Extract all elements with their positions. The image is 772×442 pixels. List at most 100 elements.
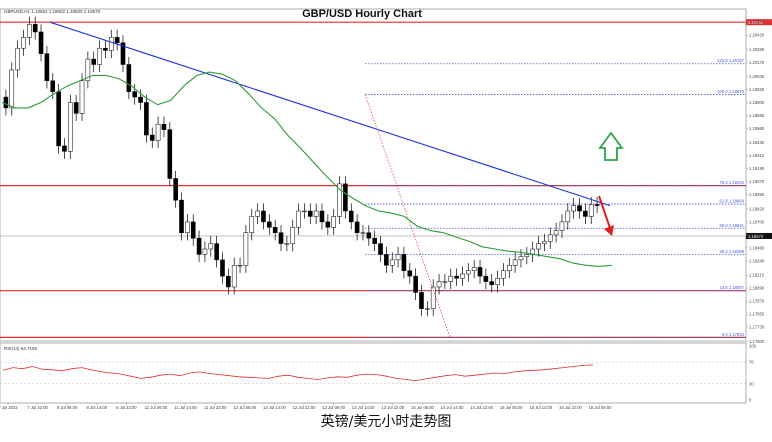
y-tick-label: 1.18340 — [749, 258, 765, 263]
candle-body — [161, 123, 167, 130]
axis-layer: 1.20540 1.20420 1.20290 1.20170 1.20040 1.199… — [0, 20, 765, 410]
candle-body — [524, 254, 530, 257]
candle-body — [313, 210, 319, 217]
candle-body — [413, 275, 418, 293]
x-tick-label: 11 Jul 14:00 — [174, 405, 197, 410]
rsi-tick-label: 30 — [749, 381, 754, 386]
x-tick-label: 15 Jul 22:00 — [559, 405, 582, 410]
candle-body — [436, 281, 442, 288]
candle-body — [372, 237, 377, 244]
candle-body — [255, 210, 260, 217]
candle-body — [512, 259, 518, 266]
candle-body — [126, 64, 132, 92]
candle-body — [272, 227, 278, 233]
candle-body — [44, 53, 50, 82]
footer-caption: 英镑/美元小时走势图 — [320, 414, 452, 430]
candle-body — [278, 232, 284, 244]
candle-body — [79, 80, 85, 114]
rsi-title: RSI(14) 64.7155 — [4, 346, 38, 351]
candle-body — [425, 308, 430, 310]
y-tick-label: 1.18090 — [749, 286, 765, 291]
candle-body — [354, 221, 360, 233]
annotation-layer — [598, 131, 624, 236]
candle-body — [85, 58, 91, 82]
candle-body — [489, 281, 495, 286]
current-price-box — [746, 232, 772, 239]
candle-body — [366, 232, 372, 239]
x-tick-label: 13 Jul 06:00 — [322, 405, 345, 410]
candle-body — [536, 243, 541, 250]
fib-level-label: 50.0 1.18641 — [720, 223, 745, 228]
candle-body — [360, 232, 366, 234]
x-tick-label: 12 Jul 22:00 — [293, 405, 316, 410]
candle-body — [167, 129, 173, 179]
candle-body — [103, 47, 108, 51]
rsi-tick-label: 70 — [749, 360, 754, 365]
x-tick-label: 13 Jul 22:00 — [381, 405, 404, 410]
candle-body — [401, 254, 407, 271]
x-tick-label: 12 Jul 06:00 — [233, 405, 256, 410]
x-tick-label: 13 Jul 14:00 — [352, 405, 375, 410]
candle-body — [348, 210, 354, 223]
y-tick-label: 1.20040 — [749, 74, 765, 79]
up-arrow — [598, 131, 624, 161]
x-tick-label: 15 Jul 06:00 — [500, 405, 523, 410]
y-tick-label: 1.19920 — [749, 87, 765, 92]
candle-body — [337, 183, 342, 217]
down-arrow-shaft — [598, 195, 611, 229]
fib-level-label: 61.8 1.18864 — [720, 199, 745, 204]
candle-body — [290, 227, 296, 244]
line-layer — [1, 21, 613, 338]
candle-body — [108, 37, 114, 51]
candle-body — [460, 273, 465, 279]
candle-body — [296, 210, 301, 228]
x-tick-label: 11 Jul 22:00 — [204, 405, 227, 410]
y-tick-label: 1.19800 — [749, 100, 765, 105]
candle-body — [384, 254, 389, 266]
candle-body — [571, 205, 576, 212]
fib-level-label: 123.6 1.20157 — [717, 58, 744, 63]
y-tick-label: 1.19070 — [749, 179, 765, 184]
x-tick-label: 8 Jul 22:00 — [116, 405, 137, 410]
candle-body — [38, 31, 44, 54]
candle-body — [237, 265, 243, 267]
candle-body — [542, 241, 547, 244]
y-tick-label: 1.18210 — [749, 273, 765, 278]
candle-layer — [3, 16, 600, 317]
candle-body — [179, 199, 184, 233]
rsi-tick-label: 0 — [749, 398, 752, 403]
fib-level-label: 0.0 1.17634 — [722, 332, 745, 337]
y-tick-label: 1.18700 — [749, 219, 765, 224]
y-tick-label: 1.19190 — [749, 166, 765, 171]
y-tick-label: 1.17850 — [749, 312, 765, 317]
x-tick-label: 18 Jul 06:00 — [589, 405, 612, 410]
candle-body — [454, 275, 459, 279]
x-tick-label: 8 Jul 06:00 — [57, 405, 78, 410]
x-tick-label: 12 Jul 14:00 — [263, 405, 286, 410]
bearish-trend-line — [49, 21, 611, 207]
sma-line — [1, 71, 613, 267]
x-tick-label: 7 Jul 22:00 — [27, 405, 48, 410]
candle-body — [21, 37, 26, 49]
candle-body — [114, 37, 120, 44]
y-tick-label: 1.17600 — [749, 339, 765, 344]
candle-body — [149, 134, 155, 141]
candle-body — [9, 69, 15, 109]
y-tick-label: 1.20290 — [749, 47, 765, 52]
candle-body — [243, 232, 249, 266]
candle-body — [267, 221, 272, 228]
candle-body — [448, 275, 454, 282]
candle-body — [302, 210, 307, 213]
candle-body — [583, 210, 588, 217]
y-tick-label: 1.17730 — [749, 325, 765, 330]
candle-body — [395, 254, 401, 261]
candle-body — [588, 204, 594, 217]
candle-body — [553, 230, 559, 236]
candle-body — [343, 183, 348, 212]
candle-body — [32, 24, 38, 33]
x-tick-label: 14 Jul 22:00 — [470, 405, 493, 410]
candle-body — [565, 210, 571, 223]
y-tick-label: 1.18820 — [749, 206, 765, 211]
candle-body — [419, 292, 424, 309]
